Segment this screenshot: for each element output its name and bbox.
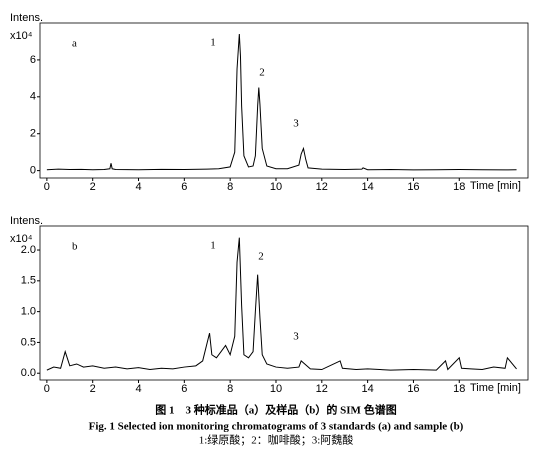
x-tick-label: 18 — [453, 181, 465, 193]
x-tick-label: 0 — [44, 383, 50, 395]
peak-label: 2 — [259, 67, 265, 79]
y-axis-unit: x10⁴ — [10, 233, 33, 245]
y-axis-label: Intens. — [10, 215, 43, 227]
plot-frame — [39, 225, 529, 381]
x-tick-label: 8 — [227, 181, 233, 193]
x-tick-label: 14 — [361, 181, 373, 193]
panel-label: b — [72, 241, 78, 253]
x-tick-label: 12 — [316, 383, 328, 395]
y-tick-label: 0.0 — [21, 367, 36, 379]
y-tick-label: 1.5 — [21, 275, 36, 287]
caption-en: Fig. 1 Selected ion monitoring chromatog… — [89, 421, 464, 433]
y-tick-label: 0.5 — [21, 336, 36, 348]
x-tick-label: 14 — [361, 383, 373, 395]
caption-cn: 图 1 3 种标准品（a）及样品（b）的 SIM 色谱图 — [155, 403, 396, 417]
x-tick-label: 2 — [90, 181, 96, 193]
x-tick-label: 2 — [90, 383, 96, 395]
caption-legend: 1:绿原酸；2：咖啡酸；3:阿魏酸 — [199, 433, 354, 447]
y-tick-label: 0 — [30, 165, 36, 177]
x-tick-label: 10 — [270, 181, 282, 193]
panel-label: a — [72, 38, 77, 50]
x-tick-label: 4 — [135, 181, 141, 193]
x-tick-label: 12 — [316, 181, 328, 193]
trace — [46, 237, 517, 371]
x-axis-label: Time [min] — [470, 180, 521, 192]
peak-label: 1 — [210, 37, 216, 49]
peak-label: 1 — [210, 240, 216, 252]
peak-label: 2 — [258, 251, 264, 263]
x-tick-label: 16 — [407, 383, 419, 395]
peak-label: 3 — [293, 118, 299, 130]
x-tick-label: 10 — [270, 383, 282, 395]
x-tick-label: 4 — [135, 383, 141, 395]
x-tick-label: 18 — [453, 383, 465, 395]
y-axis-label: Intens. — [10, 12, 43, 24]
y-tick-label: 1.0 — [21, 306, 36, 318]
y-tick-label: 2.0 — [21, 244, 36, 256]
y-axis-unit: x10⁴ — [10, 30, 33, 42]
x-axis-label: Time [min] — [470, 382, 521, 394]
trace — [46, 34, 517, 171]
peak-label: 3 — [293, 331, 299, 343]
plot-frame — [39, 22, 529, 179]
y-tick-label: 6 — [30, 54, 36, 66]
y-tick-label: 2 — [30, 128, 36, 140]
y-tick-label: 4 — [30, 91, 36, 103]
x-tick-label: 6 — [181, 383, 187, 395]
x-tick-label: 8 — [227, 383, 233, 395]
x-tick-label: 0 — [44, 181, 50, 193]
x-tick-label: 16 — [407, 181, 419, 193]
x-tick-label: 6 — [181, 181, 187, 193]
